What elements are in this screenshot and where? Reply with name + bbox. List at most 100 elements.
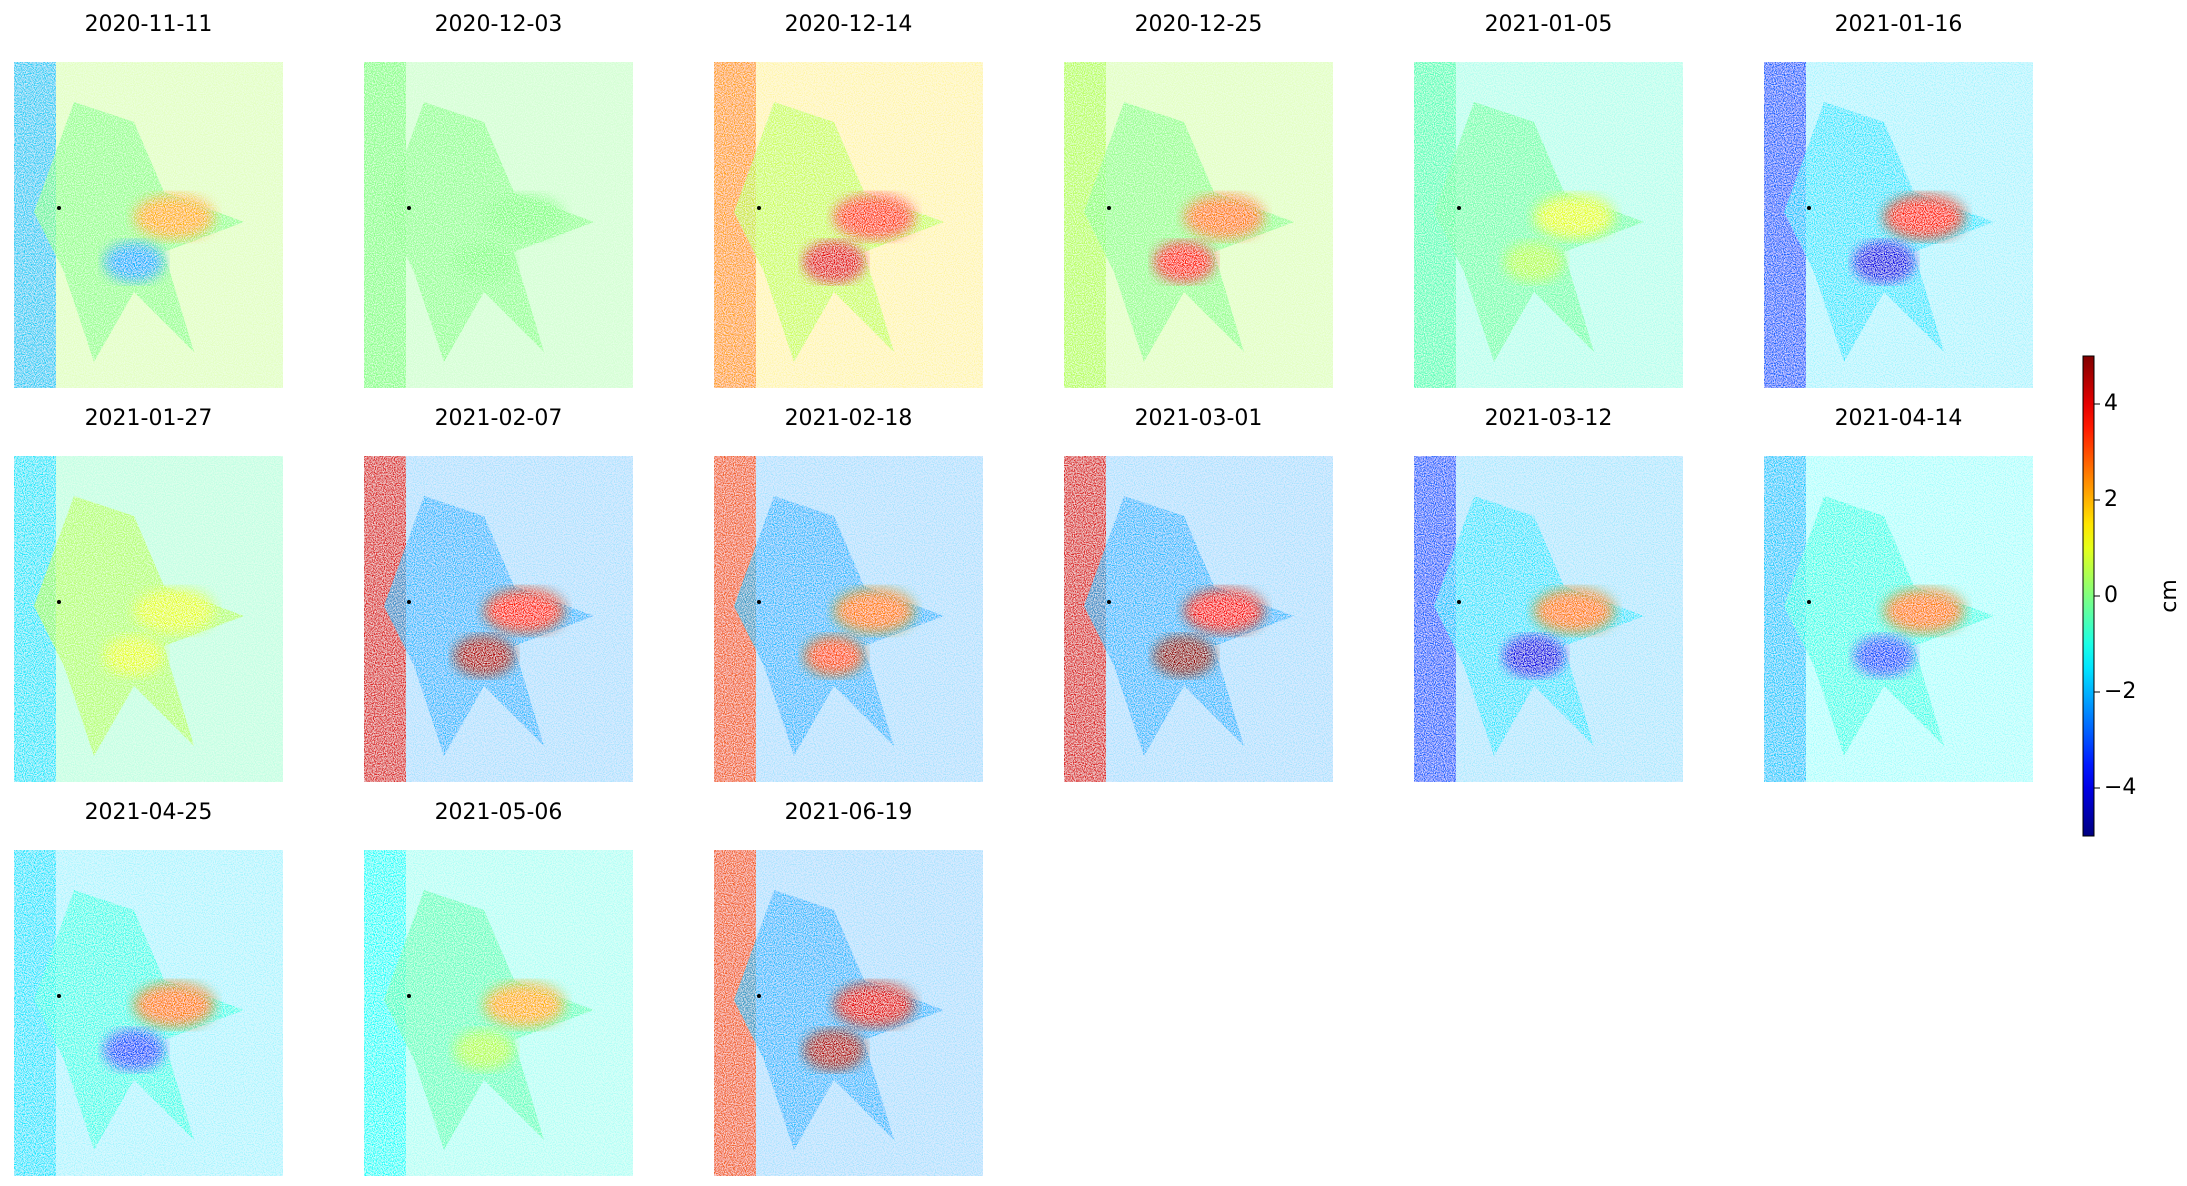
west-lobe xyxy=(804,1030,864,1070)
deformation-image xyxy=(1414,62,1683,388)
east-lobe xyxy=(134,589,214,633)
summit-dot xyxy=(57,206,61,210)
deformation-image xyxy=(1414,456,1683,782)
deformation-image xyxy=(14,62,283,388)
east-lobe xyxy=(834,195,914,239)
deformation-image xyxy=(1764,62,2033,388)
panel-title: 2021-04-25 xyxy=(85,800,213,825)
deformation-image xyxy=(1064,62,1333,388)
colorbar: −4 −2 0 2 4 cm xyxy=(2082,355,2182,837)
summit-dot xyxy=(757,994,761,998)
volcano-fan xyxy=(1084,102,1294,362)
west-lobe xyxy=(1154,636,1214,676)
summit-dot xyxy=(57,600,61,604)
image-content xyxy=(714,62,983,388)
volcano-fan xyxy=(34,496,244,756)
volcano-fan xyxy=(34,102,244,362)
panel-title: 2021-01-05 xyxy=(1485,12,1613,37)
summit-dot xyxy=(1807,600,1811,604)
image-content xyxy=(1064,62,1333,388)
panel-title: 2021-02-07 xyxy=(435,406,563,431)
east-lobe xyxy=(1184,589,1264,633)
deformation-image xyxy=(364,62,633,388)
colorbar-label: cm xyxy=(2157,579,2182,613)
volcano-fan xyxy=(384,890,594,1150)
image-content xyxy=(1764,62,2033,388)
summit-dot xyxy=(1107,600,1111,604)
summit-dot xyxy=(1457,206,1461,210)
east-lobe xyxy=(134,983,214,1027)
panel-title: 2021-01-27 xyxy=(85,406,213,431)
summit-dot xyxy=(757,206,761,210)
panel-title: 2020-12-14 xyxy=(785,12,913,37)
colorbar-tick-label: −2 xyxy=(2104,679,2136,704)
panel-title: 2020-12-03 xyxy=(435,12,563,37)
deformation-image xyxy=(1064,456,1333,782)
west-lobe xyxy=(104,636,164,676)
image-content xyxy=(14,456,283,782)
deformation-image xyxy=(364,456,633,782)
panel-title: 2021-06-19 xyxy=(785,800,913,825)
panel-title: 2020-12-25 xyxy=(1135,12,1263,37)
east-lobe xyxy=(1534,589,1614,633)
colorbar-tick-label: 4 xyxy=(2104,391,2118,416)
volcano-fan xyxy=(384,102,594,362)
panel-title: 2021-01-16 xyxy=(1835,12,1963,37)
west-lobe xyxy=(1504,636,1564,676)
west-lobe xyxy=(454,1030,514,1070)
east-lobe xyxy=(484,983,564,1027)
volcano-fan xyxy=(1434,102,1644,362)
colorbar-tick-label: 2 xyxy=(2104,487,2118,512)
summit-dot xyxy=(1807,206,1811,210)
deformation-image xyxy=(14,456,283,782)
west-lobe xyxy=(804,636,864,676)
volcano-fan xyxy=(1434,496,1644,756)
panel-grid: 2020-11-11 2020-12-03 2020-12-14 2020-12-25… xyxy=(14,12,2033,1176)
summit-dot xyxy=(1107,206,1111,210)
west-lobe xyxy=(1504,242,1564,282)
image-content xyxy=(1414,456,1683,782)
east-lobe xyxy=(1884,195,1964,239)
panel-title: 2021-03-01 xyxy=(1135,406,1263,431)
deformation-image xyxy=(714,62,983,388)
east-lobe xyxy=(1884,589,1964,633)
panel-title: 2021-05-06 xyxy=(435,800,563,825)
east-lobe xyxy=(834,589,914,633)
deformation-image xyxy=(14,850,283,1176)
image-content xyxy=(1064,456,1333,782)
east-lobe xyxy=(484,195,564,239)
west-lobe xyxy=(454,242,514,282)
west-lobe xyxy=(104,242,164,282)
deformation-image xyxy=(714,456,983,782)
west-lobe xyxy=(1154,242,1214,282)
panel-title: 2020-11-11 xyxy=(85,12,213,37)
deformation-image xyxy=(714,850,983,1176)
volcano-fan xyxy=(1784,496,1994,756)
east-lobe xyxy=(134,195,214,239)
image-content xyxy=(14,850,283,1176)
volcano-fan xyxy=(34,890,244,1150)
volcano-fan xyxy=(734,102,944,362)
volcano-fan xyxy=(1084,496,1294,756)
volcano-fan xyxy=(384,496,594,756)
summit-dot xyxy=(57,994,61,998)
colorbar-fill xyxy=(2082,355,2095,837)
deformation-image xyxy=(364,850,633,1176)
colorbar-tick-label: −4 xyxy=(2104,775,2136,800)
panel-title: 2021-04-14 xyxy=(1835,406,1963,431)
image-content xyxy=(714,850,983,1176)
east-lobe xyxy=(1534,195,1614,239)
colorbar-tick-label: 0 xyxy=(2104,583,2118,608)
east-lobe xyxy=(834,983,914,1027)
image-content xyxy=(364,62,633,388)
volcano-fan xyxy=(1784,102,1994,362)
summit-dot xyxy=(407,206,411,210)
west-lobe xyxy=(104,1030,164,1070)
panel-title: 2021-03-12 xyxy=(1485,406,1613,431)
image-content xyxy=(714,456,983,782)
volcano-fan xyxy=(734,496,944,756)
image-content xyxy=(14,62,283,388)
image-content xyxy=(364,456,633,782)
image-content xyxy=(1414,62,1683,388)
